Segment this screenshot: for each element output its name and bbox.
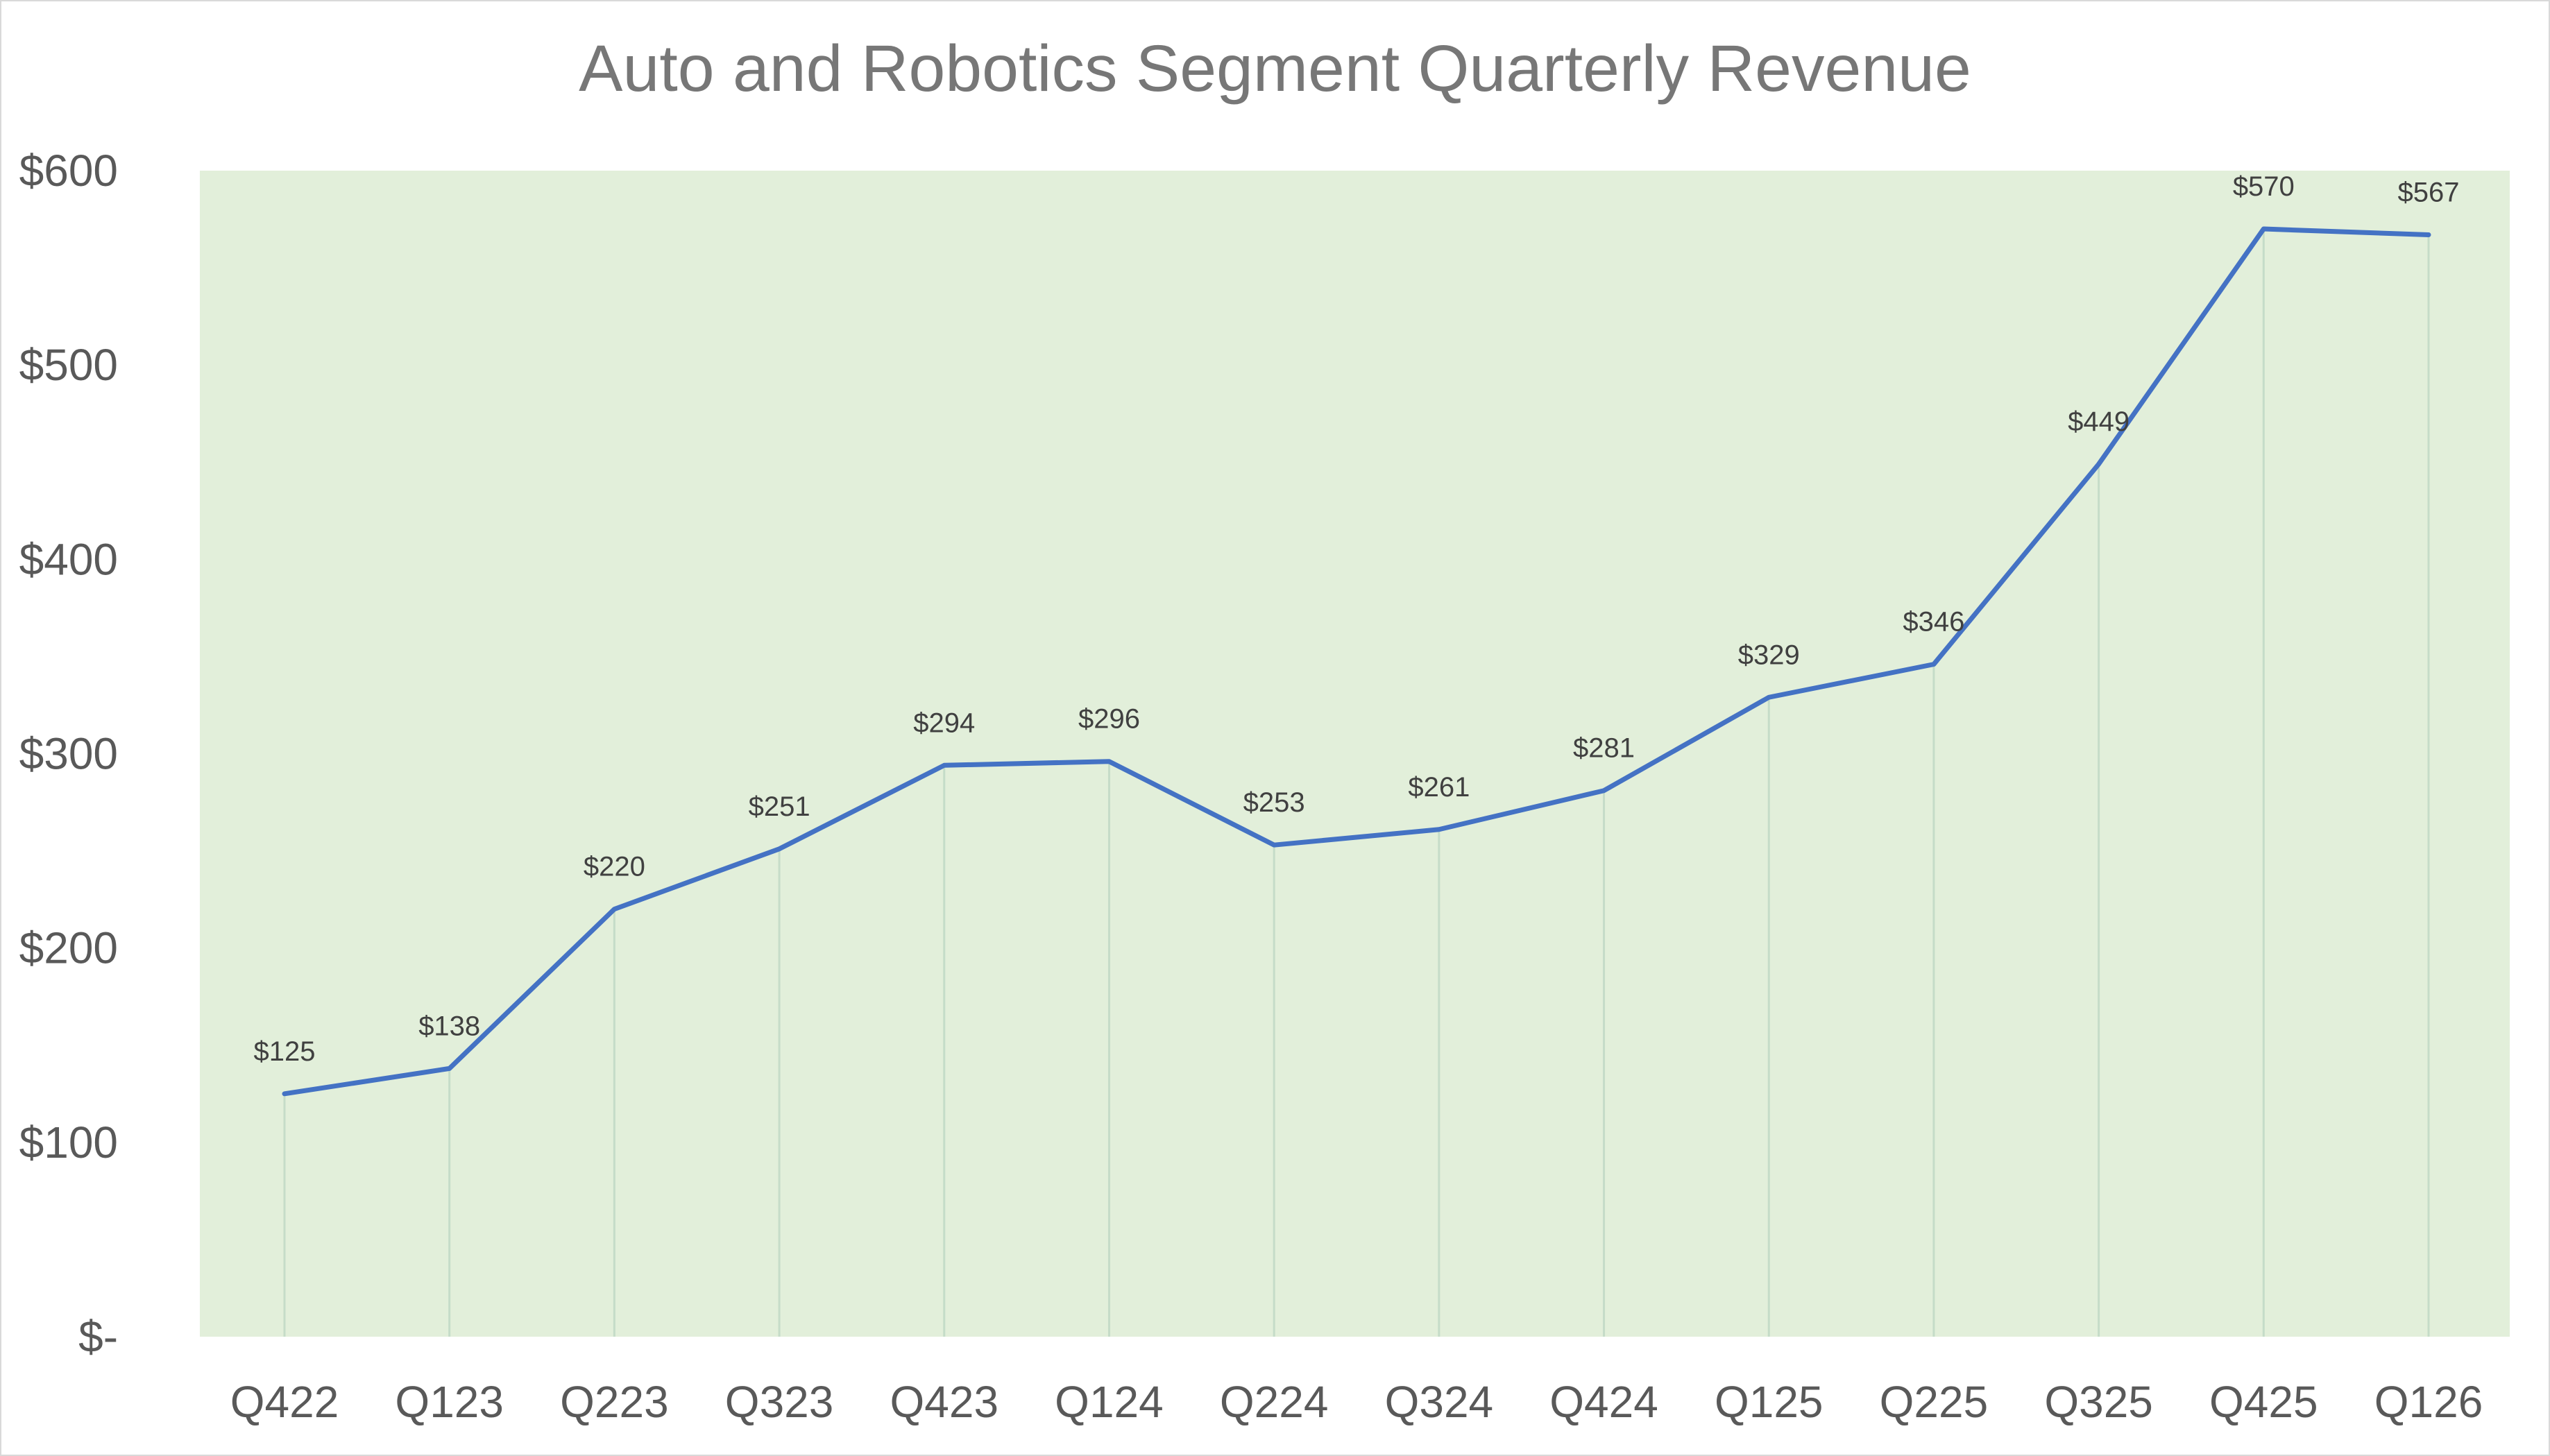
x-tick-label: Q123 — [395, 1377, 504, 1427]
data-label: $125 — [254, 1036, 316, 1067]
drop-lines — [283, 229, 2430, 1337]
data-label: $294 — [913, 708, 975, 738]
data-labels: $125 $138 $220 $251 $294 $296 $253 $261 $281 $329… — [254, 171, 2460, 1067]
y-tick-label: $500 — [19, 340, 118, 390]
data-label: $296 — [1078, 704, 1140, 735]
data-label: $567 — [2398, 177, 2460, 207]
x-tick-label: Q325 — [2044, 1377, 2153, 1427]
data-label: $220 — [584, 852, 645, 882]
x-tick-label: Q223 — [560, 1377, 669, 1427]
data-label: $570 — [2233, 171, 2295, 202]
x-tick-label: Q323 — [725, 1377, 834, 1427]
data-label: $329 — [1738, 640, 1800, 670]
x-tick-label: Q422 — [230, 1377, 339, 1427]
y-tick-label: $100 — [19, 1117, 118, 1167]
y-tick-label: $400 — [19, 534, 118, 584]
data-label: $251 — [749, 791, 810, 822]
y-tick-label: $600 — [19, 146, 118, 196]
x-tick-label: Q224 — [1220, 1377, 1329, 1427]
data-label: $261 — [1408, 772, 1470, 803]
x-tick-label: Q425 — [2209, 1377, 2318, 1427]
y-axis: $- $100 $200 $300 $400 $500 $600 — [19, 146, 118, 1362]
data-label: $253 — [1243, 787, 1305, 818]
x-tick-label: Q424 — [1549, 1377, 1658, 1427]
y-tick-label: $200 — [19, 923, 118, 973]
data-label: $281 — [1573, 733, 1635, 764]
x-tick-label: Q126 — [2374, 1377, 2483, 1427]
y-tick-label: $300 — [19, 729, 118, 779]
x-tick-label: Q125 — [1715, 1377, 1824, 1427]
plot-area — [200, 171, 2510, 1337]
x-axis: Q422 Q123 Q223 Q323 Q423 Q124 Q224 Q324 Q424 Q125… — [230, 1377, 2483, 1427]
y-tick-label: $- — [78, 1312, 118, 1362]
data-label: $346 — [1903, 607, 1964, 637]
data-label: $449 — [2068, 406, 2130, 437]
x-tick-label: Q225 — [1880, 1377, 1989, 1427]
series-line — [282, 226, 2431, 1097]
x-tick-label: Q324 — [1385, 1377, 1494, 1427]
x-tick-label: Q124 — [1055, 1377, 1164, 1427]
x-tick-label: Q423 — [890, 1377, 998, 1427]
data-label: $138 — [418, 1011, 480, 1041]
chart-title: Auto and Robotics Segment Quarterly Reve… — [579, 32, 1971, 105]
